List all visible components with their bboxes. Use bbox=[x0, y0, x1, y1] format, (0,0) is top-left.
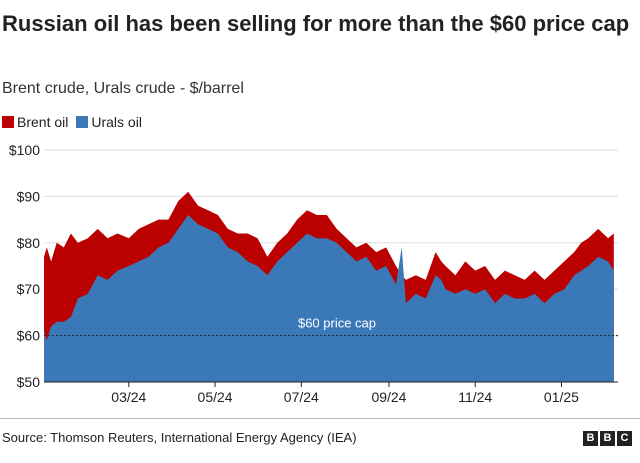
y-tick-label: $50 bbox=[17, 374, 41, 390]
x-axis: 03/24 05/24 07/24 09/24 11/24 01/25 bbox=[44, 381, 618, 405]
chart-subtitle: Brent crude, Urals crude - $/barrel bbox=[2, 80, 244, 97]
y-axis: $50 $60 $70 $80 $90 $100 bbox=[9, 142, 40, 390]
x-tick-label: 05/24 bbox=[198, 389, 233, 405]
y-tick-label: $80 bbox=[17, 235, 41, 251]
source-note: Source: Thomson Reuters, International E… bbox=[2, 430, 357, 445]
chart-title: Russian oil has been selling for more th… bbox=[2, 11, 630, 36]
legend-swatch-urals bbox=[76, 116, 89, 128]
x-tick-label: 07/24 bbox=[284, 389, 319, 405]
bbc-logo-letter: B bbox=[583, 431, 598, 446]
price-cap-label: $60 price cap bbox=[298, 316, 376, 331]
legend-item-urals: Urals oil bbox=[76, 114, 142, 130]
y-tick-label: $90 bbox=[17, 188, 41, 204]
bbc-logo-letter: C bbox=[617, 431, 632, 446]
area-chart: $60 price cap $50$60$70$80$90$100 03/24 0… bbox=[9, 142, 618, 405]
legend-label-brent: Brent oil bbox=[17, 114, 69, 130]
y-tick-label: $70 bbox=[17, 281, 41, 297]
x-tick-label: 03/24 bbox=[111, 389, 146, 405]
x-tick-label: 11/24 bbox=[458, 389, 492, 405]
legend-label-urals: Urals oil bbox=[91, 114, 142, 130]
x-tick-label: 09/24 bbox=[371, 389, 406, 405]
bbc-logo: B B C bbox=[581, 431, 632, 446]
x-tick-label: 01/25 bbox=[544, 389, 579, 405]
y-tick-label: $60 bbox=[17, 328, 41, 344]
legend: Brent oil Urals oil bbox=[2, 114, 150, 130]
series-area-urals bbox=[44, 215, 614, 382]
legend-swatch-brent bbox=[2, 116, 14, 128]
y-tick-label: $100 bbox=[9, 142, 40, 158]
legend-item-brent: Brent oil bbox=[2, 114, 68, 130]
footer-divider bbox=[0, 418, 640, 419]
bbc-logo-letter: B bbox=[600, 431, 615, 446]
